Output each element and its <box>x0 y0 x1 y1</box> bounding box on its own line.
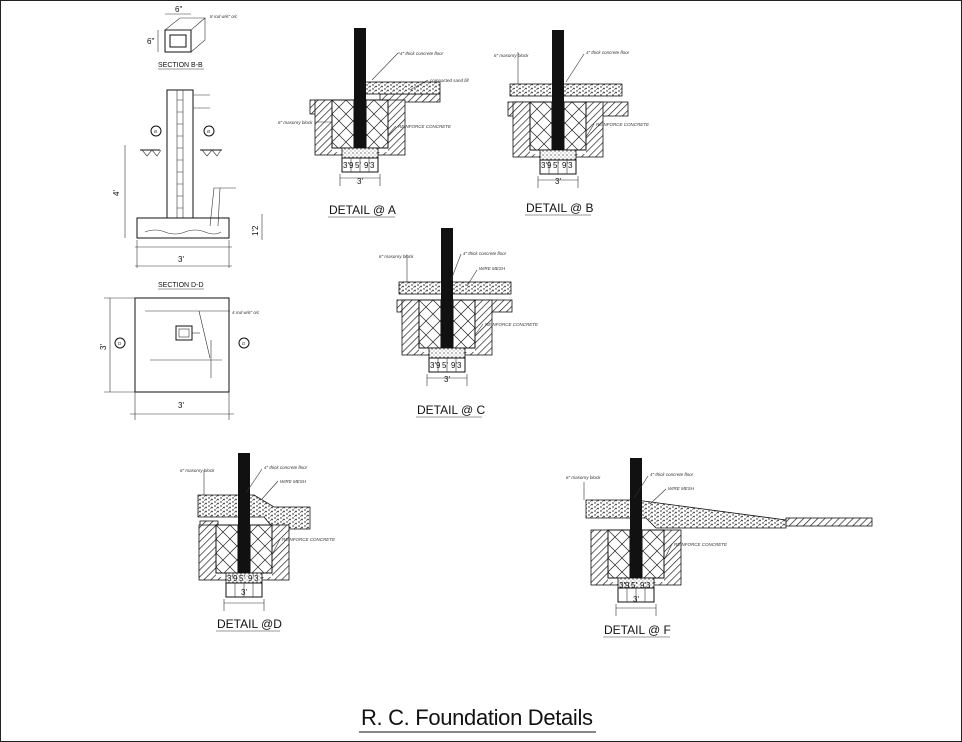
detail-b-note-rc: REINFORCE CONCRETE <box>596 122 650 127</box>
detail-d-dim-total: 3' <box>241 588 247 597</box>
main-dim-width: 3' <box>178 255 184 264</box>
main-section: B B 4' 1'2 3' <box>112 89 263 268</box>
detail-c-dim-total: 3' <box>444 375 450 384</box>
detail-f-note-block: 6" masonry block <box>566 475 601 480</box>
drawing-title: R. C. Foundation Details <box>361 705 593 730</box>
dd-note: 4 rod w/6" o/c <box>232 310 260 315</box>
detail-a-dim-2: 5' <box>355 161 361 170</box>
detail-f-label: DETAIL @ F <box>604 623 671 637</box>
detail-f-dim-3: 9'3 <box>640 581 651 590</box>
detail-c: 6" masonry block 4" thick concrete floor… <box>379 227 539 418</box>
detail-c-dim-1: 3'9 <box>430 361 441 370</box>
detail-b-dim-3: 9'3 <box>562 161 573 170</box>
detail-a-label: DETAIL @ A <box>329 203 396 217</box>
detail-d-note-rc: REINFORCE CONCRETE <box>282 537 336 542</box>
marker-d-left: D <box>118 341 122 346</box>
detail-f-dim-total: 3' <box>633 595 639 604</box>
detail-d-note-block: 6" masonry block <box>180 468 215 473</box>
detail-f-note-rc: REINFORCE CONCRETE <box>674 542 728 547</box>
bb-dim-width: 6" <box>175 5 182 14</box>
detail-d-note-mesh: WIRE MESH <box>280 479 307 484</box>
detail-a-dim-total: 3' <box>357 177 363 186</box>
detail-b-note-floor: 4" thick concrete floor <box>586 50 630 55</box>
detail-b-label: DETAIL @ B <box>526 201 594 215</box>
bb-dim-height: 6" <box>147 37 154 46</box>
detail-c-note-floor: 4" thick concrete floor <box>463 251 507 256</box>
section-bb: 6" 6" 8 rod w/6" o/c SECTION B-B <box>147 5 238 70</box>
detail-d-dim-2: 5' <box>239 574 245 583</box>
detail-f-note-mesh: WIRE MESH <box>668 486 695 491</box>
detail-a-dim-3: 9'3 <box>364 161 375 170</box>
detail-b-dim-2: 5' <box>553 161 559 170</box>
detail-c-note-mesh: WIRE MESH <box>479 266 506 271</box>
dd-dim-width: 3' <box>178 401 184 410</box>
main-dim-footing: 1'2 <box>251 225 260 236</box>
marker-b-right: B <box>207 129 210 134</box>
detail-c-note-rc: REINFORCE CONCRETE <box>485 322 539 327</box>
detail-d-note-floor: 4" thick concrete floor <box>264 465 308 470</box>
detail-b-dim-1: 3'9 <box>541 161 552 170</box>
detail-d-dim-3: 9'3 <box>248 574 259 583</box>
detail-c-note-block: 6" masonry block <box>379 254 414 259</box>
detail-f-dim-1: 3'9 <box>619 581 630 590</box>
detail-b-note-block: 6" masonry block <box>494 53 529 58</box>
detail-c-dim-3: 9'3 <box>451 361 462 370</box>
detail-a-note-floor: 4" thick concrete floor <box>400 51 444 56</box>
detail-c-dim-2: 5' <box>442 361 448 370</box>
detail-b-dim-total: 3' <box>555 177 561 186</box>
detail-a-note-block: 6" masonry block <box>278 120 313 125</box>
detail-f: 6" masonry block 4" thick concrete floor… <box>566 457 873 638</box>
detail-f-note-floor: 4" thick concrete floor <box>650 472 694 477</box>
marker-b-left: B <box>154 129 157 134</box>
detail-a-note-fill: compacted sand fill <box>430 78 470 83</box>
detail-b: 6" masonry block 4" thick concrete floor… <box>494 29 650 216</box>
detail-a-note-rc: REINFORCE CONCRETE <box>398 124 452 129</box>
detail-a: 4" thick concrete floor compacted sand f… <box>278 27 470 218</box>
main-dim-height: 4' <box>112 190 121 196</box>
marker-d-right: D <box>242 341 246 346</box>
detail-f-dim-2: 5' <box>631 581 637 590</box>
dd-dim-height: 3' <box>99 344 108 350</box>
detail-d-dim-1: 3'9 <box>227 574 238 583</box>
section-bb-label: SECTION B-B <box>158 62 203 69</box>
section-dd-label: SECTION D-D <box>158 282 204 289</box>
detail-c-label: DETAIL @ C <box>417 403 486 417</box>
bb-note: 8 rod w/6" o/c <box>210 14 238 19</box>
detail-d-label: DETAIL @D <box>217 617 282 631</box>
section-dd: SECTION D-D 4 rod w/6" o/c D D 3' 3' <box>99 282 260 420</box>
detail-a-dim-1: 3'9 <box>343 161 354 170</box>
detail-d: 6" masonry block 4" thick concrete floor… <box>180 452 336 632</box>
